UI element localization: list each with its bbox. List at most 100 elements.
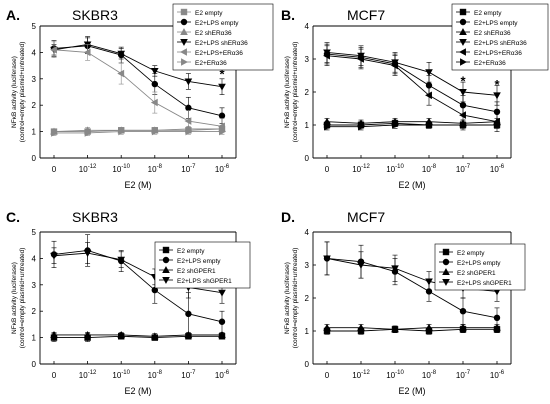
data-point	[51, 129, 58, 137]
significance-marker: *	[460, 73, 466, 88]
y-tick-label: 4	[32, 254, 37, 263]
data-point	[323, 51, 330, 60]
legend-marker	[162, 246, 170, 254]
x-axis-label: E2 (M)	[399, 180, 426, 190]
legend-entry: E2+LPS+ERα36	[474, 50, 522, 57]
legend-entry: E2+LPS shGPER1	[177, 278, 232, 285]
x-tick-label: 10-6	[215, 164, 230, 174]
series-line	[53, 45, 223, 117]
x-tick-label: 10-7	[456, 370, 471, 380]
x-tick-label: 0	[52, 165, 57, 174]
data-point	[83, 250, 92, 258]
series-line	[326, 51, 498, 96]
legend-entry: E2+LPS empty	[457, 260, 501, 267]
y-tick-label: 2	[32, 307, 37, 316]
x-tick-label: 0	[52, 371, 57, 380]
x-tick-label: 10-6	[490, 370, 505, 380]
y-tick-label: 3	[32, 281, 37, 290]
y-tick-label: 0	[305, 154, 310, 163]
legend-marker	[460, 58, 467, 66]
panel-label: D.	[281, 209, 295, 225]
data-point	[425, 323, 433, 331]
legend-entry: E2+LPS+ERα36	[195, 50, 243, 57]
x-tick-label: 10-12	[352, 164, 370, 174]
x-tick-label: 10-6	[215, 370, 230, 380]
data-point	[117, 331, 126, 338]
data-point	[218, 318, 226, 325]
y-axis-label: NFκB activity (luciferase)	[11, 262, 18, 334]
data-point	[150, 67, 159, 75]
legend: E2 empty E2+LPS empty E2 shERα36 E2+LPS shE…	[451, 3, 549, 71]
y-axis-label: NFκB activity (luciferase)	[284, 56, 291, 128]
legend-marker	[181, 58, 188, 66]
data-point	[84, 129, 92, 137]
data-point	[391, 325, 399, 333]
y-tick-label: 0	[32, 154, 37, 163]
panel-c: C. SKBR3 0 1 2 3 4 5 0 10-12 10-10 10-8 10-7 10-6 E2 (…	[6, 209, 251, 396]
chart-title: MCF7	[347, 7, 385, 23]
y-axis-label: (control=empty plasmid+untreated)	[292, 248, 299, 349]
data-point	[357, 323, 365, 331]
data-point	[184, 331, 193, 338]
data-point	[218, 289, 226, 297]
data-point	[218, 331, 226, 338]
series-line	[54, 334, 222, 337]
x-tick-label: 10-8	[148, 370, 163, 380]
data-point	[323, 323, 331, 331]
significance-marker: *	[219, 67, 225, 82]
series-e2-shgper1	[50, 331, 226, 340]
legend-marker	[162, 266, 170, 273]
legend-marker	[180, 8, 188, 16]
data-point	[391, 61, 398, 70]
y-axis-label: (control=empty plasmid+untreated)	[19, 248, 26, 349]
x-tick-label: 10-10	[386, 164, 404, 174]
x-axis-label: E2 (M)	[399, 386, 426, 396]
x-tick-label: 0	[325, 165, 330, 174]
x-tick-label: 10-7	[456, 164, 471, 174]
data-point	[117, 69, 125, 78]
data-point	[50, 45, 57, 54]
x-axis-label: E2 (M)	[125, 180, 152, 190]
data-point	[218, 83, 226, 91]
y-tick-label: 2	[305, 294, 310, 303]
legend-entry: E2+LPS shERα36	[195, 40, 248, 47]
data-point	[324, 122, 331, 131]
chart-title: MCF7	[347, 209, 385, 225]
legend-entry: E2 shERα36	[474, 30, 511, 37]
data-point	[494, 121, 501, 129]
series-line	[327, 327, 497, 330]
legend-entry: E2+LPS shGPER1	[457, 280, 512, 287]
data-point	[83, 331, 92, 338]
data-point	[392, 121, 399, 129]
panel-label: C.	[6, 209, 20, 225]
panel-d: D. MCF7 0 1 2 3 4 0 10-12 10-10 10-8 10-7 10-6 E2 (M)…	[281, 209, 526, 396]
series-line	[54, 335, 222, 339]
legend-marker	[180, 28, 188, 35]
legend-entry: E2 shGPER1	[457, 270, 496, 277]
data-point	[219, 127, 226, 136]
x-tick-label: 10-7	[181, 164, 196, 174]
series-line	[326, 55, 498, 123]
y-axis-label: NFκB activity (luciferase)	[11, 56, 18, 128]
x-tick-label: 10-10	[112, 370, 130, 380]
data-point	[460, 121, 467, 129]
x-tick-label: 10-7	[181, 370, 196, 380]
y-tick-label: 5	[32, 228, 37, 237]
data-point	[151, 80, 159, 88]
legend-marker	[180, 48, 187, 56]
legend-entry: E2+ERα36	[474, 60, 506, 67]
series-line	[326, 121, 498, 124]
panel-label: A.	[6, 7, 20, 23]
x-tick-label: 10-6	[490, 164, 505, 174]
series-line	[327, 328, 497, 332]
x-tick-label: 10-8	[148, 164, 163, 174]
series-line	[53, 49, 223, 127]
x-tick-label: 0	[325, 371, 330, 380]
series-e2-era36	[324, 121, 501, 131]
data-point	[459, 89, 467, 96]
chart-title: SKBR3	[72, 7, 118, 23]
data-point	[151, 127, 159, 136]
y-tick-label: 0	[32, 360, 37, 369]
legend-marker	[442, 279, 450, 286]
series-e2-era36	[51, 127, 226, 137]
